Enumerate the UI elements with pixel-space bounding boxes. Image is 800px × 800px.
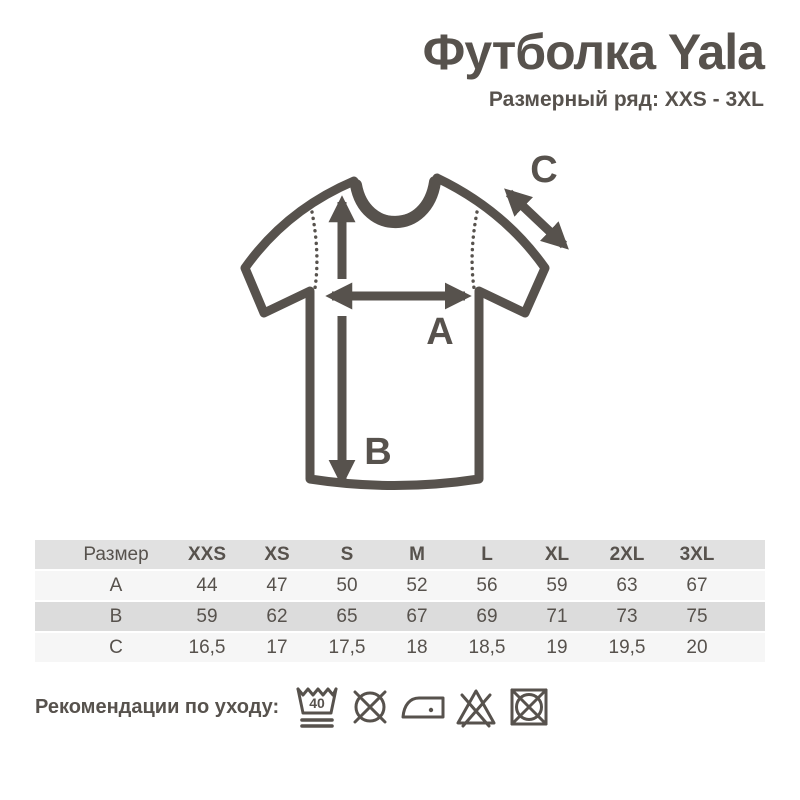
wash-40-delicate-icon: 40 [296,687,338,728]
table-cell: 75 [662,601,765,633]
table-header-row: Размер XXS XS S M L XL 2XL 3XL [35,540,765,571]
sleeve-arrow [504,188,569,250]
column-header-3xl: 3XL [662,540,765,571]
column-header-size: Размер [35,540,172,571]
table-cell: 50 [312,570,382,602]
table-cell: 69 [452,601,522,633]
table-cell: 17 [242,632,312,664]
do-not-tumble-dry-icon [510,688,548,726]
table-cell: 44 [172,570,242,602]
column-header-xl: XL [522,540,592,571]
row-label: B [35,601,172,633]
table-cell: 73 [592,601,662,633]
size-range-subtitle: Размерный ряд: XXS - 3XL [488,87,764,111]
row-label: A [35,570,172,602]
table-row-a: A 44 47 50 52 56 59 63 67 [35,570,765,602]
tshirt-diagram-icon: A B C [240,149,569,490]
table-cell: 18,5 [452,632,522,664]
column-header-m: M [382,540,452,571]
column-header-xxs: XXS [172,540,242,571]
do-not-bleach-icon [456,689,496,728]
column-header-l: L [452,540,522,571]
table-cell: 63 [592,570,662,602]
table-cell: 71 [522,601,592,633]
label-b: B [364,431,391,473]
table-cell: 62 [242,601,312,633]
table-cell: 65 [312,601,382,633]
table-cell: 56 [452,570,522,602]
care-recommendations: Рекомендации по уходу: 40 [35,682,551,732]
table-cell: 19,5 [592,632,662,664]
label-c: C [530,149,557,191]
table-cell: 47 [242,570,312,602]
column-header-xs: XS [242,540,312,571]
table-cell: 59 [522,570,592,602]
header: Футболка Yala Размерный ряд: XXS - 3XL [422,24,765,112]
table-cell: 59 [172,601,242,633]
table-row-c: C 16,5 17 17,5 18 18,5 19 19,5 20 [35,632,765,664]
left-armhole-dotted-line [310,210,319,290]
size-table: Размер XXS XS S M L XL 2XL 3XL A 44 47 5… [35,540,765,664]
right-armhole-dotted-line [470,210,479,290]
table-cell: 19 [522,632,592,664]
care-label: Рекомендации по уходу: [35,695,280,718]
do-not-dry-clean-icon [353,690,387,724]
tshirt-measurement-diagram: A B C [212,136,590,514]
table-cell: 17,5 [312,632,382,664]
column-header-s: S [312,540,382,571]
care-icons: 40 [295,682,551,732]
table-cell: 18 [382,632,452,664]
row-label: C [35,632,172,664]
table-cell: 52 [382,570,452,602]
iron-low-temperature-icon [401,696,445,719]
column-header-2xl: 2XL [592,540,662,571]
table-cell: 20 [662,632,765,664]
svg-text:40: 40 [309,695,325,711]
table-cell: 67 [382,601,452,633]
table-cell: 16,5 [172,632,242,664]
table-cell: 67 [662,570,765,602]
collar-line [350,176,441,228]
table-row-b: B 59 62 65 67 69 71 73 75 [35,601,765,633]
page-title: Футболка Yala [422,24,765,80]
label-a: A [426,311,453,353]
